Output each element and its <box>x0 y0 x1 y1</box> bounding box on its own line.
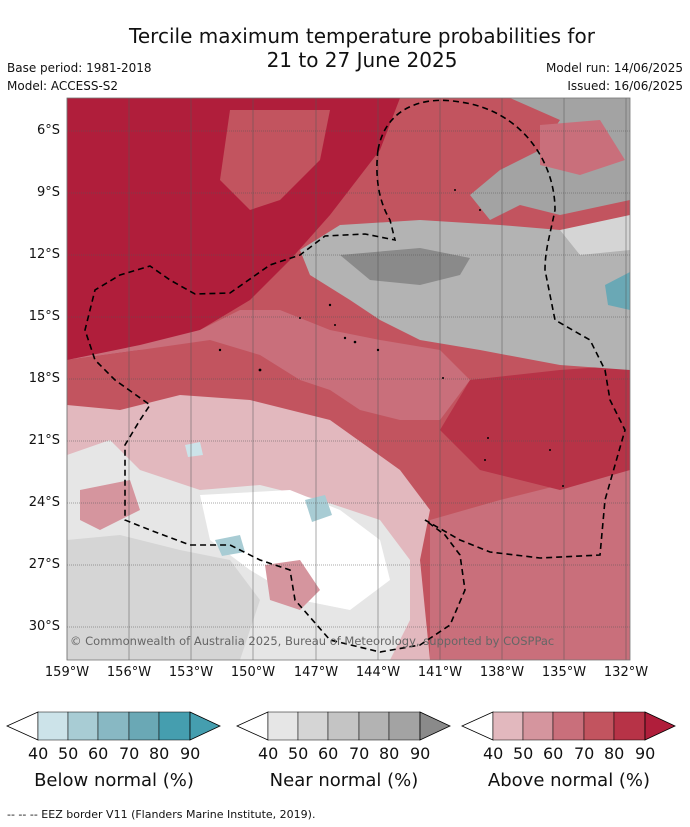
lat-label: 24°S <box>28 495 60 510</box>
colorbar-title-above: Above normal (%) <box>487 770 651 791</box>
lat-label: 18°S <box>28 371 60 386</box>
meta-right: Model run: 14/06/2025 Issued: 16/06/2025 <box>546 59 683 95</box>
colorbar-tick: 80 <box>149 744 170 763</box>
eez-footnote: -- -- -- EEZ border V11 (Flanders Marine… <box>7 808 316 821</box>
colorbar-tick: 40 <box>258 744 279 763</box>
colorbar-tick: 40 <box>483 744 504 763</box>
colorbar-tick: 60 <box>88 744 109 763</box>
map-title: Tercile maximum temperature probabilitie… <box>0 24 690 72</box>
lon-label: 147°W <box>293 665 339 680</box>
colorbar-near-normal <box>236 711 451 741</box>
lon-label: 132°W <box>603 665 649 680</box>
eez-borders <box>84 99 626 653</box>
colorbar-below-normal <box>6 711 221 741</box>
base-period: Base period: 1981-2018 <box>7 61 152 75</box>
colorbar-tick: 40 <box>28 744 49 763</box>
lat-label: 15°S <box>28 309 60 324</box>
colorbar-tick: 90 <box>180 744 201 763</box>
lat-label: 12°S <box>28 247 60 262</box>
colorbar-tick: 80 <box>604 744 625 763</box>
lon-label: 150°W <box>230 665 276 680</box>
lat-label: 27°S <box>28 557 60 572</box>
issued-date: Issued: 16/06/2025 <box>567 79 683 93</box>
colorbar-title-near: Near normal (%) <box>269 770 419 791</box>
map-fill <box>67 98 630 660</box>
lon-label: 144°W <box>355 665 401 680</box>
colorbar-tick: 70 <box>119 744 140 763</box>
colorbar-tick: 50 <box>288 744 309 763</box>
lat-label: 6°S <box>36 123 60 138</box>
colorbar-tick: 50 <box>513 744 534 763</box>
colorbar-above-normal <box>461 711 676 741</box>
title-line-1: Tercile maximum temperature probabilitie… <box>129 24 595 48</box>
model-run: Model run: 14/06/2025 <box>545 61 683 75</box>
colorbar-tick: 90 <box>635 744 656 763</box>
islands <box>218 189 564 487</box>
colorbar-tick: 80 <box>379 744 400 763</box>
colorbar-title-below: Below normal (%) <box>34 770 194 791</box>
title-line-2: 21 to 27 June 2025 <box>266 48 458 72</box>
lat-label: 9°S <box>36 185 60 200</box>
lon-label: 159°W <box>44 665 90 680</box>
lat-label: 21°S <box>28 433 60 448</box>
lon-label: 138°W <box>479 665 525 680</box>
colorbar-tick: 70 <box>349 744 370 763</box>
colorbar-tick: 50 <box>58 744 79 763</box>
lon-label: 135°W <box>541 665 587 680</box>
meta-left: Base period: 1981-2018 Model: ACCESS-S2 <box>7 59 152 95</box>
colorbar-tick: 60 <box>318 744 339 763</box>
colorbar-tick: 70 <box>574 744 595 763</box>
copyright-text: © Commonwealth of Australia 2025, Bureau… <box>70 634 555 648</box>
colorbar-tick: 60 <box>543 744 564 763</box>
lon-label: 153°W <box>168 665 214 680</box>
lon-label: 156°W <box>106 665 152 680</box>
lat-label: 30°S <box>28 619 60 634</box>
lon-label: 141°W <box>417 665 463 680</box>
colorbar-tick: 90 <box>410 744 431 763</box>
model-name: Model: ACCESS-S2 <box>7 79 119 93</box>
